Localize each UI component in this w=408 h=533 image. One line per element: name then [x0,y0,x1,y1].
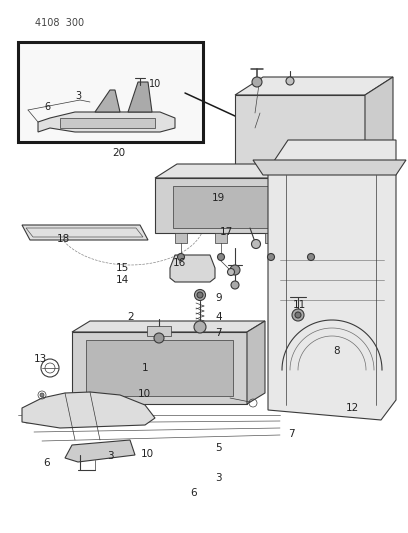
Polygon shape [247,321,265,404]
Text: 3: 3 [215,473,222,483]
Text: 1: 1 [142,363,148,373]
Polygon shape [235,95,365,175]
Circle shape [268,254,275,261]
Circle shape [292,309,304,321]
Circle shape [230,265,240,275]
Text: 16: 16 [173,258,186,268]
Text: 6: 6 [191,488,197,498]
Bar [265,233,277,243]
Circle shape [217,254,224,261]
Circle shape [194,321,206,333]
Circle shape [40,393,44,397]
Text: 3: 3 [107,451,113,461]
Text: 13: 13 [34,354,47,364]
Text: 4108  300: 4108 300 [35,18,84,28]
Polygon shape [60,118,155,128]
Text: 7: 7 [288,430,295,439]
Bar [215,233,227,243]
Bar [305,233,317,243]
Text: 18: 18 [57,234,70,244]
Circle shape [154,333,164,343]
Polygon shape [22,392,155,428]
Polygon shape [155,178,330,233]
Circle shape [295,312,301,318]
Text: 9: 9 [215,294,222,303]
Text: 15: 15 [116,263,129,273]
Circle shape [197,292,203,298]
Bar [18,42,203,142]
Text: 8: 8 [333,346,340,356]
Text: 20: 20 [112,148,125,158]
Circle shape [308,254,315,261]
Text: 6: 6 [44,102,50,112]
Polygon shape [173,186,312,228]
Circle shape [251,239,260,248]
Bar [180,323,220,331]
Text: 5: 5 [215,443,222,453]
Polygon shape [38,112,175,132]
Text: 6: 6 [44,458,50,467]
Text: 11: 11 [293,301,306,310]
Polygon shape [72,321,265,332]
Text: 4: 4 [215,312,222,321]
Text: 14: 14 [116,275,129,285]
Polygon shape [170,255,215,282]
Text: 12: 12 [346,403,359,413]
Polygon shape [330,164,352,233]
Polygon shape [95,90,120,112]
Text: 19: 19 [212,193,225,203]
Circle shape [252,77,262,87]
Polygon shape [235,77,393,95]
Polygon shape [86,340,233,396]
Circle shape [177,254,184,261]
Text: 10: 10 [149,79,161,89]
Polygon shape [253,160,406,175]
Polygon shape [128,82,152,112]
Text: 17: 17 [220,227,233,237]
Text: 2: 2 [127,312,134,322]
Circle shape [228,269,235,276]
Polygon shape [72,332,247,404]
Polygon shape [65,440,135,462]
Text: 7: 7 [215,328,222,338]
Text: 10: 10 [138,390,151,399]
Text: 10: 10 [140,449,153,459]
Circle shape [195,289,206,301]
Polygon shape [155,164,352,178]
Bar [147,326,171,336]
Bar [175,233,187,243]
Circle shape [286,77,294,85]
Text: 3: 3 [75,91,81,101]
Polygon shape [22,225,148,240]
Circle shape [231,281,239,289]
Polygon shape [365,77,393,175]
Polygon shape [268,140,396,420]
